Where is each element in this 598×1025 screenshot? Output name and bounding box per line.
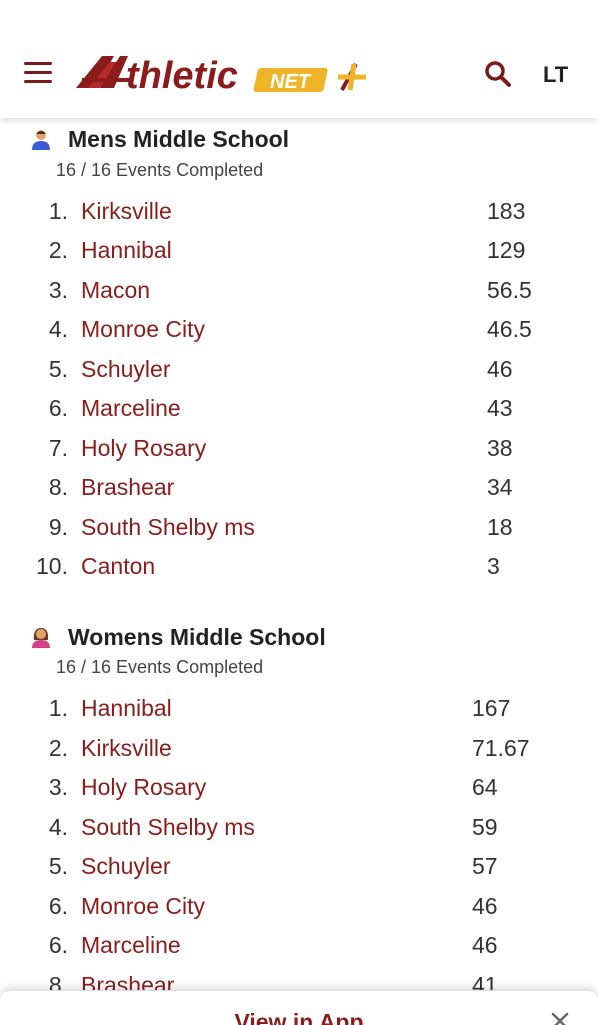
team-score: 71.67 [472, 735, 530, 761]
section-header-womens: Womens Middle School [0, 620, 598, 656]
team-score: 46 [472, 932, 498, 958]
team-row[interactable]: 4. South Shelby ms 59 [0, 814, 598, 853]
team-row[interactable]: 3. Macon 56.5 [0, 277, 598, 316]
team-score: 38 [487, 435, 513, 461]
team-row[interactable]: 7. Holy Rosary 38 [0, 435, 598, 474]
section-title: Mens Middle School [68, 126, 290, 152]
team-row[interactable]: 8. Brashear 34 [0, 474, 598, 513]
rank: 6. [48, 893, 68, 919]
team-score: 59 [472, 814, 498, 840]
team-row[interactable]: 6. Monroe City 46 [0, 893, 598, 932]
team-row[interactable]: 5. Schuyler 46 [0, 356, 598, 395]
team-link[interactable]: Marceline [81, 932, 181, 958]
rank: 3. [48, 774, 68, 800]
team-score: 3 [487, 553, 500, 579]
team-row[interactable]: 1. Kirksville 183 [0, 198, 598, 237]
team-link[interactable]: Canton [81, 553, 156, 579]
team-link[interactable]: Kirksville [81, 198, 172, 224]
events-completed: 16 / 16 Events Completed [56, 657, 264, 677]
team-link[interactable]: Marceline [81, 395, 181, 421]
female-person-icon [32, 628, 50, 648]
team-score: 129 [487, 237, 526, 263]
rank: 4. [48, 316, 68, 342]
rank: 6. [48, 395, 68, 421]
team-row[interactable]: 9. South Shelby ms 18 [0, 514, 598, 553]
logo-badge: NET [270, 71, 312, 93]
team-link[interactable]: Brashear [81, 474, 175, 500]
team-score: 46 [487, 356, 513, 382]
rank: 6. [48, 932, 68, 958]
team-link[interactable]: Schuyler [81, 853, 171, 879]
rank: 3. [48, 277, 68, 303]
rank: 10. [36, 553, 68, 579]
team-link[interactable]: Kirksville [81, 735, 172, 761]
team-link[interactable]: Holy Rosary [81, 774, 207, 800]
rank: 5. [48, 356, 68, 382]
logo-text: thletic [126, 55, 238, 97]
hamburger-menu-icon[interactable] [24, 60, 54, 86]
team-score: 56.5 [487, 277, 532, 303]
team-row[interactable]: 4. Monroe City 46.5 [0, 316, 598, 355]
team-link[interactable]: Macon [81, 277, 151, 303]
app-header: thletic NET LT [0, 0, 598, 118]
rank: 7. [48, 435, 68, 461]
team-row[interactable]: 6. Marceline 46 [0, 932, 598, 971]
rank: 4. [48, 814, 68, 840]
team-row[interactable]: 6. Marceline 43 [0, 395, 598, 434]
team-row[interactable]: 5. Schuyler 57 [0, 853, 598, 892]
view-in-app-banner: View in App [0, 990, 598, 1025]
team-link[interactable]: Hannibal [81, 695, 172, 721]
rank: 1. [48, 695, 68, 721]
team-score: 183 [487, 198, 526, 224]
male-person-icon [32, 130, 50, 150]
team-score: 64 [472, 774, 498, 800]
team-score: 34 [487, 474, 513, 500]
section-header-mens: Mens Middle School [0, 122, 598, 158]
language-toggle[interactable]: LT [543, 62, 569, 87]
team-score: 46 [472, 893, 498, 919]
close-icon[interactable] [550, 1011, 570, 1025]
team-link[interactable]: South Shelby ms [81, 814, 255, 840]
rank: 5. [48, 853, 68, 879]
team-link[interactable]: Schuyler [81, 356, 171, 382]
view-in-app-button[interactable]: View in App [234, 1009, 364, 1025]
athletic-net-logo[interactable]: thletic NET [74, 50, 374, 100]
team-score: 18 [487, 514, 513, 540]
team-row[interactable]: 10. Canton 3 [0, 553, 598, 592]
rank: 9. [48, 514, 68, 540]
team-row[interactable]: 3. Holy Rosary 64 [0, 774, 598, 813]
team-row[interactable]: 2. Hannibal 129 [0, 237, 598, 276]
team-score: 57 [472, 853, 498, 879]
team-score: 46.5 [487, 316, 532, 342]
team-score: 43 [487, 395, 513, 421]
team-score: 167 [472, 695, 511, 721]
team-link[interactable]: South Shelby ms [81, 514, 255, 540]
team-link[interactable]: Monroe City [81, 893, 205, 919]
team-link[interactable]: Holy Rosary [81, 435, 207, 461]
rank: 2. [48, 237, 68, 263]
team-row[interactable]: 2. Kirksville 71.67 [0, 735, 598, 774]
section-title: Womens Middle School [68, 624, 326, 650]
team-link[interactable]: Hannibal [81, 237, 172, 263]
search-icon[interactable] [484, 60, 512, 88]
team-row[interactable]: 1. Hannibal 167 [0, 695, 598, 734]
events-completed: 16 / 16 Events Completed [56, 160, 264, 180]
rank: 1. [48, 198, 68, 224]
team-link[interactable]: Monroe City [81, 316, 205, 342]
rank: 2. [48, 735, 68, 761]
rank: 8. [48, 474, 68, 500]
